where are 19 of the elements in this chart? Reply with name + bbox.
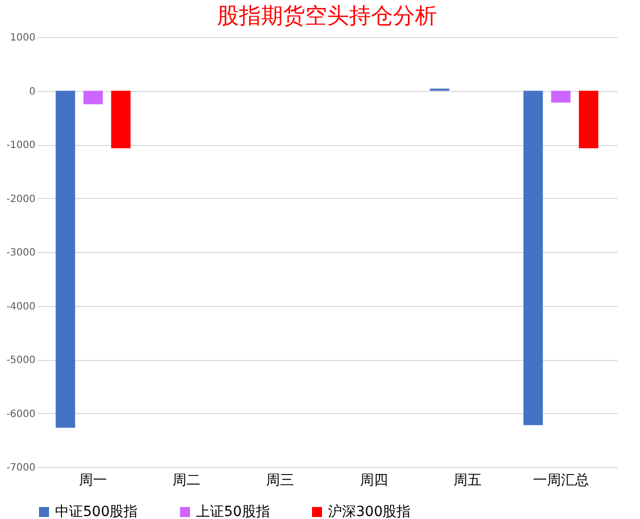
- y-tick-label: -2000: [6, 194, 36, 205]
- y-tick-label: -6000: [6, 408, 36, 420]
- y-tick-label: -1000: [6, 140, 36, 151]
- y-tick-label: -3000: [6, 248, 36, 258]
- x-tick-label: 一周汇总: [532, 472, 589, 488]
- legend-label: 上证50股指: [196, 504, 270, 519]
- x-tick-label: 周三: [266, 472, 294, 488]
- legend-label: 沪深300股指: [328, 504, 411, 519]
- chart-title: 股指期货空头持仓分析: [217, 4, 437, 29]
- x-tick-label: 周二: [172, 472, 201, 488]
- y-tick-label: 0: [29, 86, 36, 98]
- y-tick-label: -7000: [6, 462, 36, 474]
- y-tick-label: -4000: [6, 301, 36, 312]
- y-tick-label: -5000: [6, 355, 36, 366]
- x-tick-label: 周一: [79, 472, 108, 488]
- x-tick-label: 周五: [453, 472, 482, 488]
- legend-label: 中证500股指: [55, 504, 138, 519]
- y-tick-label: 1000: [10, 32, 36, 44]
- x-tick-label: 周四: [360, 472, 388, 488]
